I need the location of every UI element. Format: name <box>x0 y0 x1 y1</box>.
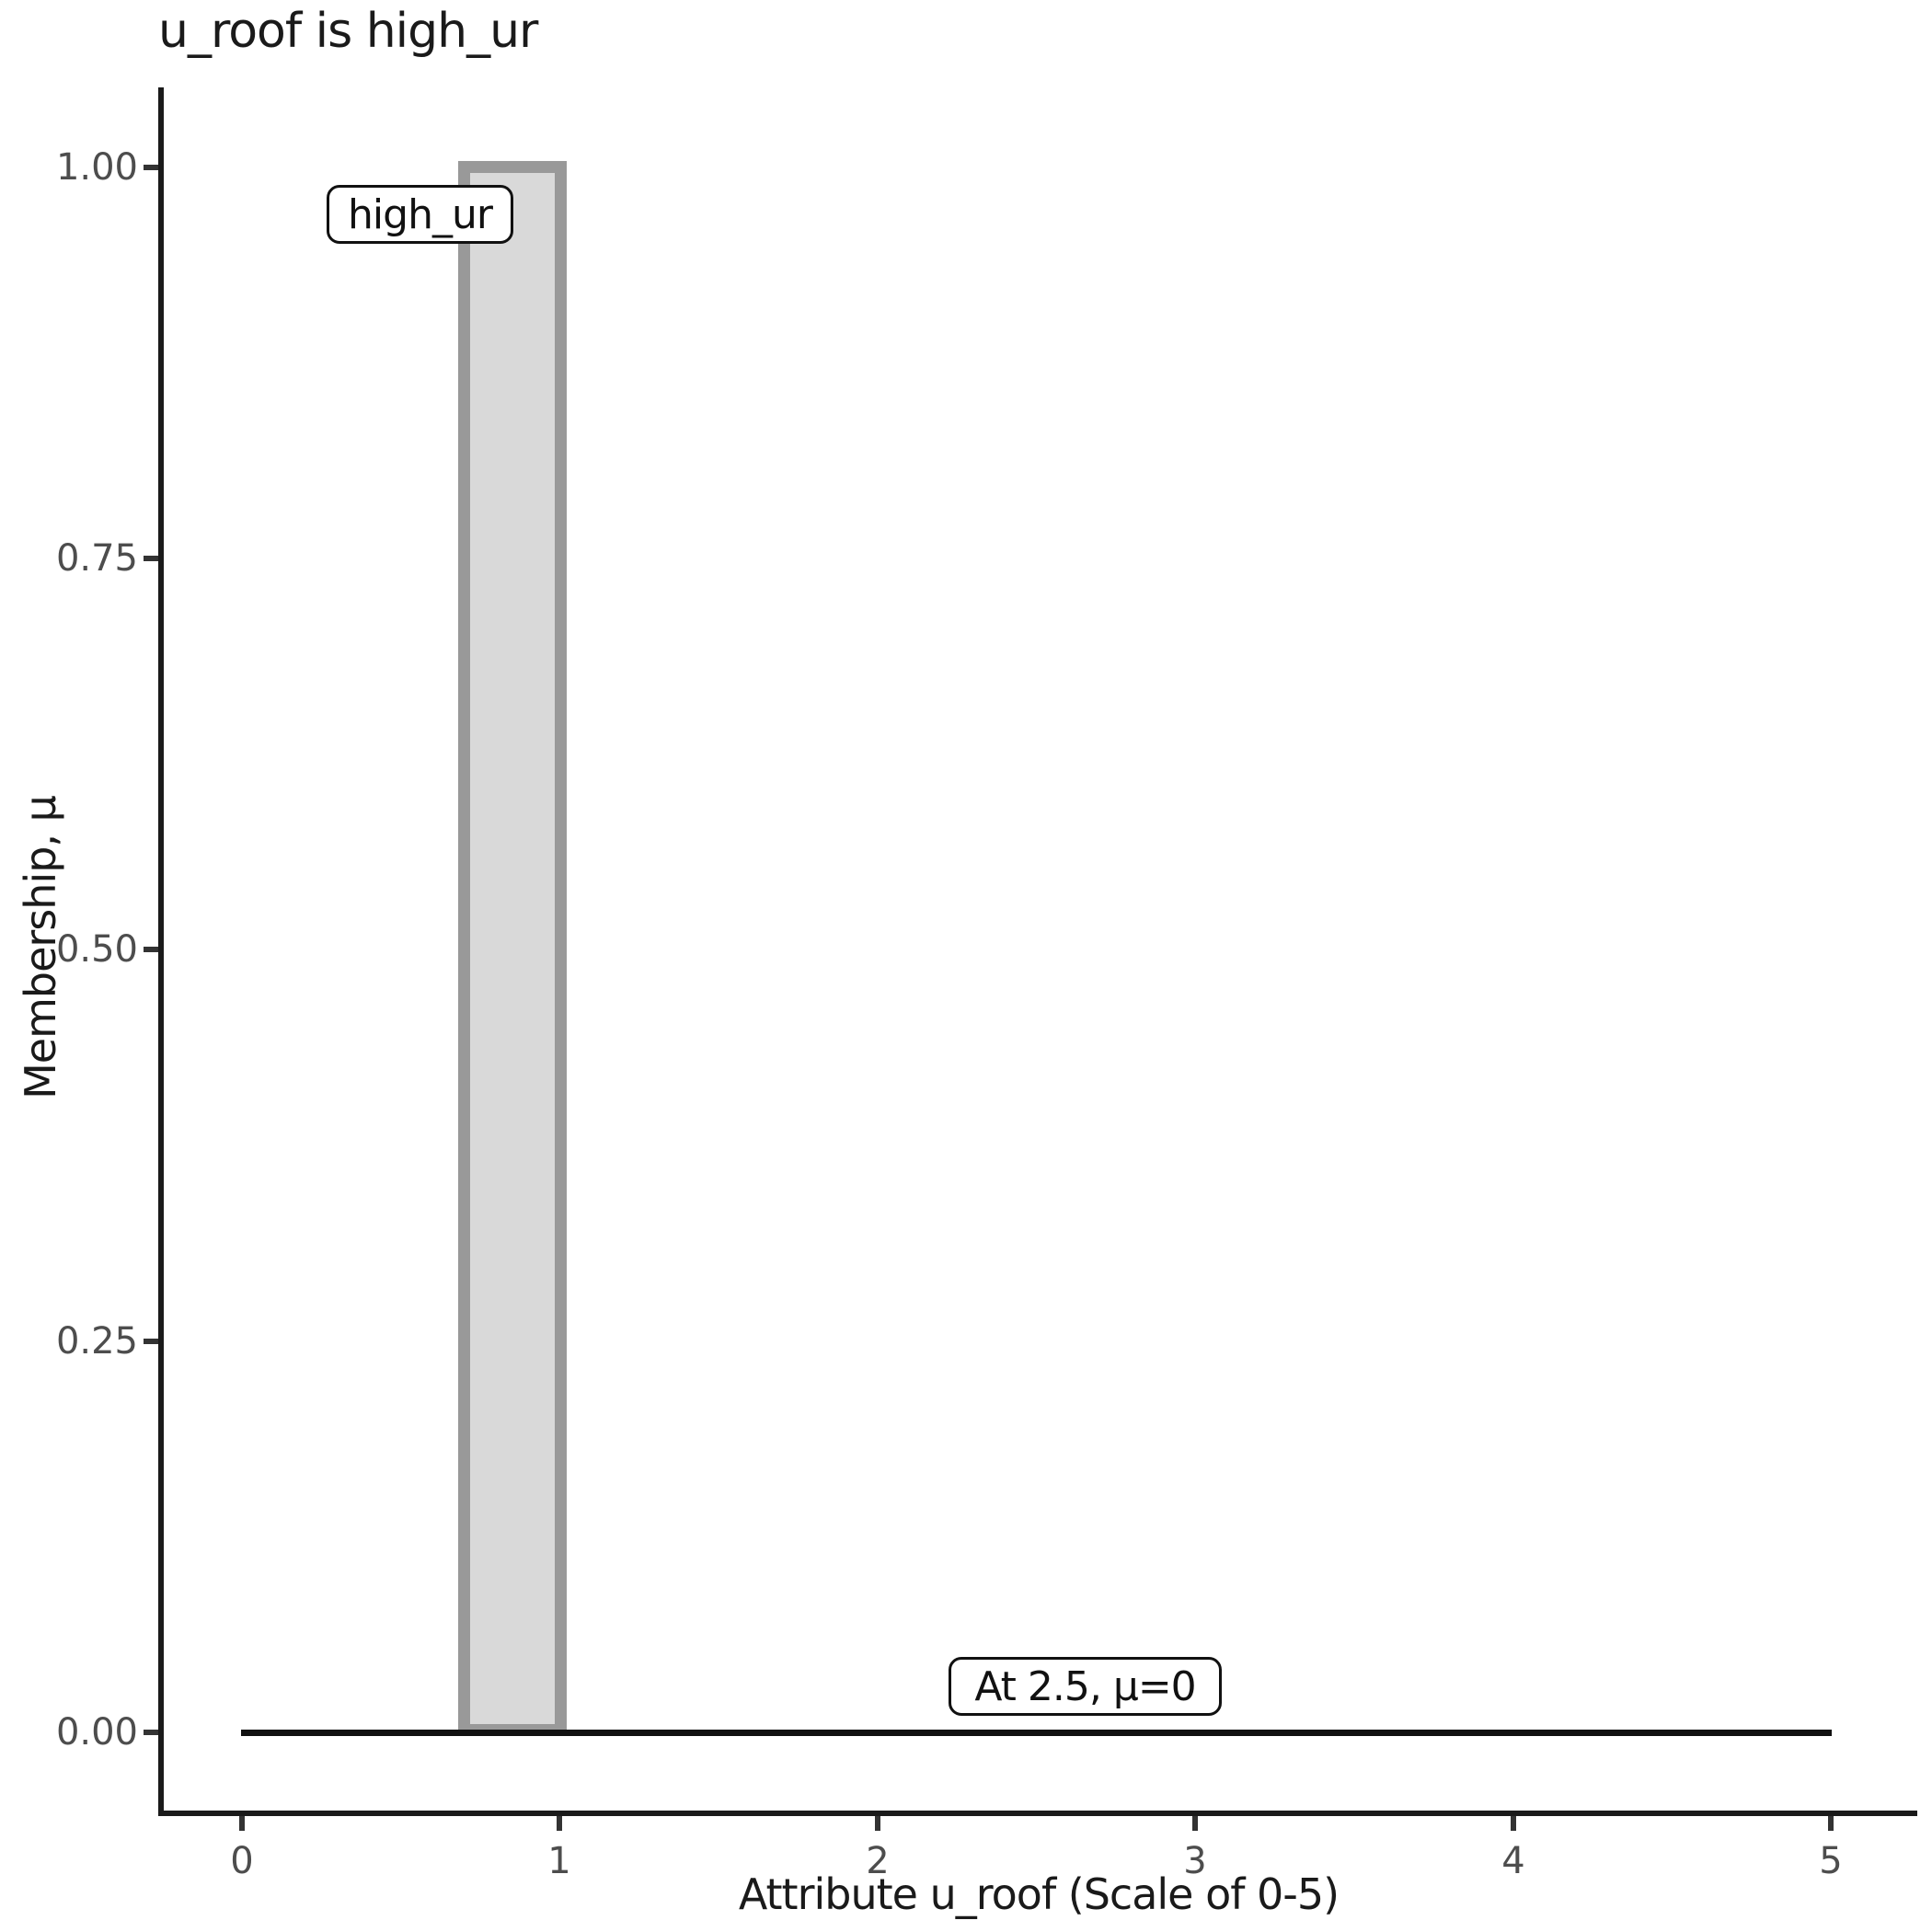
x-tick-mark-2 <box>875 1816 880 1831</box>
y-tick-label: 0.25 <box>55 1320 138 1363</box>
annotation-point-label-text: At 2.5, μ=0 <box>974 1662 1196 1710</box>
x-tick-mark-1 <box>557 1816 562 1831</box>
y-axis-line <box>158 87 164 1816</box>
x-tick-mark-4 <box>1511 1816 1516 1831</box>
y-tick-mark-0.50 <box>144 947 158 952</box>
x-tick-mark-0 <box>239 1816 245 1831</box>
x-tick-label: 3 <box>1183 1840 1207 1882</box>
membership-rect-high-ur <box>458 161 567 1736</box>
x-tick-label: 5 <box>1819 1840 1843 1882</box>
y-axis-title: Membership, μ <box>16 796 65 1099</box>
x-tick-label: 2 <box>866 1840 890 1882</box>
y-tick-label: 0.00 <box>55 1711 138 1754</box>
annotation-point-label: At 2.5, μ=0 <box>949 1657 1222 1716</box>
x-tick-label: 4 <box>1501 1840 1525 1882</box>
annotation-set-label: high_ur <box>327 185 513 244</box>
x-axis-title: Attribute u_roof (Scale of 0-5) <box>738 1869 1340 1919</box>
y-tick-label: 0.75 <box>55 537 138 580</box>
x-tick-mark-3 <box>1192 1816 1198 1831</box>
annotation-set-label-text: high_ur <box>348 190 493 238</box>
x-tick-mark-5 <box>1828 1816 1834 1831</box>
x-tick-label: 1 <box>547 1840 571 1882</box>
y-tick-mark-0.25 <box>144 1339 158 1344</box>
x-axis-line <box>158 1811 1917 1816</box>
y-tick-label: 1.00 <box>55 146 138 189</box>
membership-baseline <box>241 1730 1832 1736</box>
y-tick-label: 0.50 <box>55 928 138 971</box>
y-tick-mark-0.75 <box>144 556 158 561</box>
x-tick-label: 0 <box>230 1840 254 1882</box>
y-tick-mark-0.00 <box>144 1730 158 1735</box>
y-tick-mark-1.00 <box>144 165 158 170</box>
chart-title: u_roof is high_ur <box>158 4 538 59</box>
